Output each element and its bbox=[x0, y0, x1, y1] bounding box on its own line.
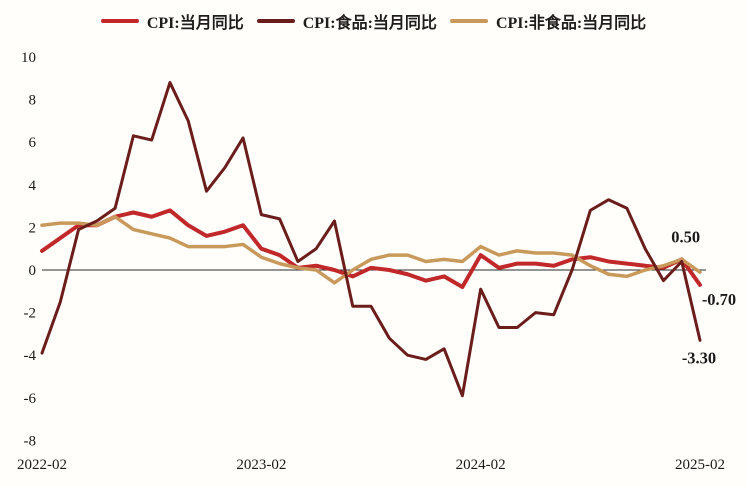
series-line-cpi-food bbox=[40, 81, 702, 398]
chart-legend: CPI:当月同比 CPI:食品:当月同比 CPI:非食品:当月同比 bbox=[0, 9, 747, 33]
y-axis-tick-label: -8 bbox=[24, 433, 37, 449]
cpi-line-swatch bbox=[100, 19, 139, 23]
y-axis-tick-label: -2 bbox=[24, 306, 37, 322]
legend-item-cpi-food: CPI:食品:当月同比 bbox=[256, 9, 437, 33]
cpi-non-food-line-swatch bbox=[449, 19, 488, 23]
legend-item-cpi: CPI:当月同比 bbox=[100, 9, 244, 33]
annotation-label: 0.50 bbox=[671, 227, 700, 246]
legend-label-cpi: CPI:当月同比 bbox=[146, 15, 244, 32]
x-axis-tick-label: 2025-02 bbox=[675, 457, 725, 473]
legend-label-cpi-non-food: CPI:非食品:当月同比 bbox=[495, 15, 647, 32]
x-axis-tick-label: 2023-02 bbox=[236, 457, 286, 473]
y-axis-tick-label: 0 bbox=[29, 263, 37, 279]
y-axis-tick-label: 2 bbox=[29, 220, 37, 236]
y-axis-tick-label: 8 bbox=[29, 93, 37, 109]
legend-item-cpi-non-food: CPI:非食品:当月同比 bbox=[449, 9, 647, 33]
series-line-cpi bbox=[40, 208, 702, 290]
y-axis-tick-label: -6 bbox=[24, 391, 37, 407]
y-axis-tick-label: 4 bbox=[29, 178, 37, 194]
annotation-label: -3.30 bbox=[682, 348, 716, 367]
y-axis-tick-label: 10 bbox=[21, 50, 36, 66]
y-axis-tick-label: -4 bbox=[24, 348, 37, 364]
y-axis-tick-label: 6 bbox=[29, 135, 37, 151]
series-line-cpi-non-food bbox=[40, 215, 702, 285]
x-axis-tick-label: 2022-02 bbox=[17, 457, 67, 473]
cpi-food-line-swatch bbox=[256, 19, 295, 23]
annotation-label: -0.70 bbox=[702, 290, 736, 309]
x-axis-tick-label: 2024-02 bbox=[456, 457, 506, 473]
legend-label-cpi-food: CPI:食品:当月同比 bbox=[302, 15, 437, 32]
